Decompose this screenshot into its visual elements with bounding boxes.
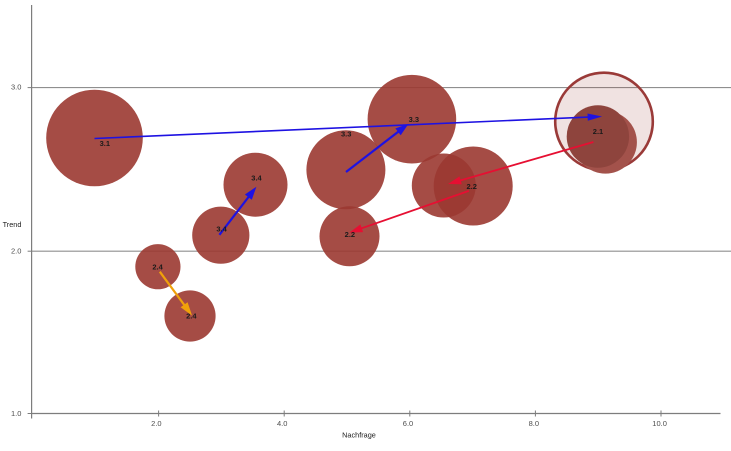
svg-text:2.4: 2.4 <box>186 312 197 321</box>
svg-text:2.0: 2.0 <box>151 419 161 428</box>
svg-text:4.0: 4.0 <box>277 419 287 428</box>
svg-text:10.0: 10.0 <box>652 419 667 428</box>
svg-text:2.1: 2.1 <box>593 127 603 136</box>
svg-text:3.0: 3.0 <box>11 83 21 92</box>
svg-text:1.0: 1.0 <box>11 409 21 418</box>
svg-text:2.4: 2.4 <box>152 262 163 271</box>
svg-text:2.2: 2.2 <box>466 182 476 191</box>
svg-text:2.0: 2.0 <box>11 246 21 255</box>
svg-text:3.3: 3.3 <box>341 129 351 138</box>
svg-text:2.2: 2.2 <box>345 230 355 239</box>
svg-text:Trend: Trend <box>3 220 22 229</box>
svg-text:3.1: 3.1 <box>100 139 110 148</box>
svg-text:3.4: 3.4 <box>251 173 262 182</box>
svg-text:8.0: 8.0 <box>529 419 539 428</box>
svg-text:3.4: 3.4 <box>216 224 227 233</box>
svg-text:3.3: 3.3 <box>409 115 419 124</box>
svg-text:6.0: 6.0 <box>403 419 413 428</box>
svg-text:Nachfrage: Nachfrage <box>342 431 376 440</box>
